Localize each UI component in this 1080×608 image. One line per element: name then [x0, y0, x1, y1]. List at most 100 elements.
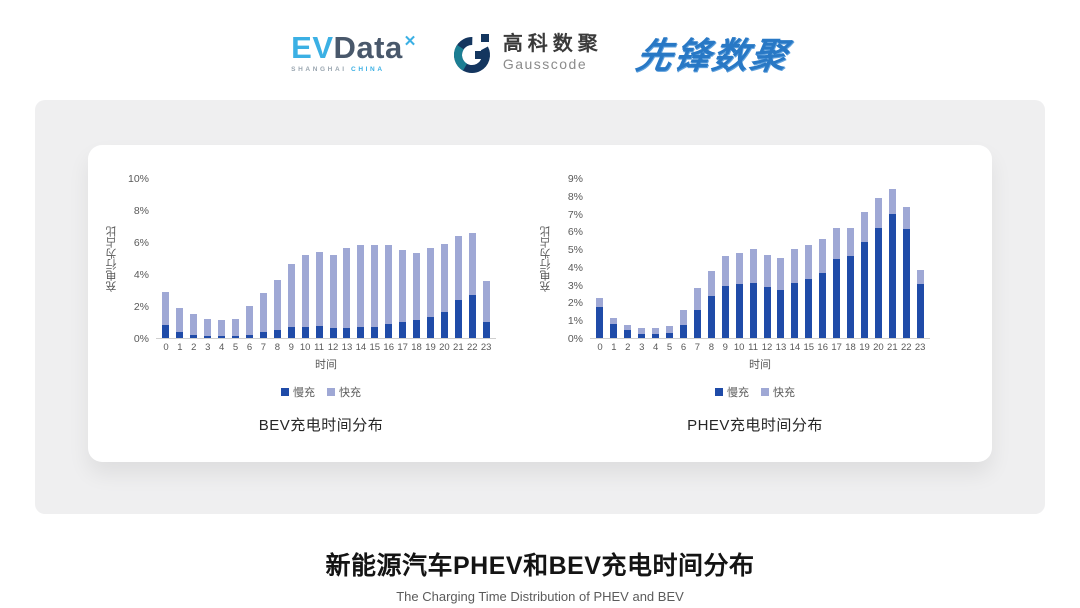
x-tick-label: 12	[761, 342, 773, 353]
bar-slot	[913, 179, 927, 338]
bar-slot	[830, 179, 844, 338]
legend-swatch	[761, 388, 769, 396]
page-title: 新能源汽车PHEV和BEV充电时间分布	[325, 552, 755, 580]
bar-segment-快充	[190, 314, 198, 335]
legend-item: 慢充	[281, 384, 315, 400]
x-tick-label: 21	[887, 342, 898, 353]
bar-segment-快充	[735, 252, 743, 284]
bar-segment-快充	[916, 269, 924, 284]
phev-chart-body: 充电行为占比 0% 1% 2% 3% 4% 5% 6% 7% 8% 9%	[538, 173, 972, 345]
y-tick-label: 8%	[567, 190, 583, 203]
x-tick-label: 17	[831, 342, 842, 353]
stacked-bar-hour-2	[624, 324, 632, 338]
x-tick-label: 13	[341, 342, 353, 353]
x-tick-label: 5	[666, 342, 673, 353]
evdata-wordmark: EVData✕	[291, 32, 416, 63]
bar-segment-慢充	[888, 213, 896, 338]
x-tick-label: 11	[748, 342, 759, 353]
bar-segment-慢充	[385, 324, 393, 338]
stacked-bar-hour-18	[847, 227, 855, 338]
evdata-data-text: Data	[333, 30, 403, 66]
bar-segment-快充	[791, 249, 799, 283]
bar-segment-快充	[301, 254, 309, 327]
bar-slot	[690, 179, 704, 338]
evdata-logo: EVData✕ SHANGHAI CHINA	[291, 32, 416, 74]
bar-slot	[844, 179, 858, 338]
bar-segment-快充	[874, 197, 882, 228]
bar-segment-慢充	[162, 325, 170, 338]
bar-segment-慢充	[777, 290, 785, 338]
bar-slot	[704, 179, 718, 338]
pioneer-logo: 先锋数聚	[632, 35, 793, 76]
bar-segment-快充	[610, 317, 618, 324]
x-tick-label: 22	[900, 342, 912, 353]
bar-slot	[788, 179, 802, 338]
stacked-bar-hour-6	[245, 306, 253, 338]
y-tick-label: 2%	[567, 297, 583, 310]
x-tick-label: 6	[680, 342, 687, 353]
bar-segment-快充	[245, 306, 253, 335]
evdata-shanghai-text: SHANGHAI	[291, 66, 347, 74]
bar-segment-快充	[273, 280, 281, 330]
bar-segment-慢充	[833, 258, 841, 338]
bar-segment-快充	[343, 248, 351, 328]
stacked-bar-hour-12	[329, 254, 337, 338]
bar-slot	[229, 179, 243, 338]
stacked-bar-hour-7	[693, 288, 701, 338]
bar-segment-快充	[218, 320, 226, 337]
bar-segment-慢充	[721, 286, 729, 338]
stacked-bar-hour-23	[916, 269, 924, 338]
bar-segment-快充	[749, 249, 757, 283]
bar-segment-慢充	[679, 324, 687, 338]
x-tick-label: 6	[246, 342, 253, 353]
phev-chart: 充电行为占比 0% 1% 2% 3% 4% 5% 6% 7% 8% 9% 0 1 2 3 4 5 6 7 8 9 10…	[538, 173, 972, 435]
legend-label: 快充	[339, 387, 361, 399]
gausscode-logo: 高科数聚 Gausscode	[450, 31, 603, 75]
x-tick-label: 16	[817, 342, 828, 353]
stacked-bar-hour-11	[315, 252, 323, 338]
stacked-bar-hour-15	[805, 244, 813, 338]
phev-y-axis-label: 充电行为占比	[540, 226, 552, 292]
bar-segment-慢充	[232, 336, 240, 338]
bar-segment-慢充	[218, 336, 226, 338]
gausscode-text: 高科数聚 Gausscode	[503, 33, 603, 72]
bar-segment-慢充	[763, 287, 771, 338]
bar-slot	[635, 179, 649, 338]
x-tick-label: 3	[639, 342, 645, 353]
logo-header: EVData✕ SHANGHAI CHINA 高科数聚 Gausscode 先锋…	[0, 0, 1080, 100]
bar-segment-慢充	[805, 279, 813, 338]
bar-segment-快充	[440, 243, 448, 312]
stacked-bar-hour-1	[610, 317, 618, 338]
stacked-bar-hour-10	[735, 252, 743, 338]
bar-slot	[479, 179, 493, 338]
bar-segment-慢充	[343, 327, 351, 338]
stacked-bar-hour-1	[176, 307, 184, 338]
bar-segment-快充	[385, 245, 393, 325]
legend-label: 快充	[773, 387, 795, 399]
bar-segment-慢充	[749, 282, 757, 338]
bar-segment-慢充	[819, 273, 827, 338]
x-tick-label: 14	[355, 342, 367, 353]
x-tick-label: 23	[914, 342, 926, 353]
bar-segment-快充	[833, 227, 841, 259]
bar-segment-慢充	[426, 317, 434, 338]
phev-y-axis-ticks: 0% 1% 2% 3% 4% 5% 6% 7% 8% 9%	[554, 173, 590, 345]
legend-swatch	[715, 388, 723, 396]
bar-segment-慢充	[874, 227, 882, 338]
bar-segment-快充	[902, 207, 910, 229]
bar-slot	[899, 179, 913, 338]
bar-segment-快充	[721, 256, 729, 287]
x-tick-label: 18	[411, 342, 422, 353]
x-tick-label: 1	[177, 342, 183, 353]
stacked-bar-hour-9	[721, 256, 729, 338]
legend-label: 慢充	[727, 387, 749, 399]
bar-segment-慢充	[902, 228, 910, 338]
evdata-ev-text: EV	[291, 30, 334, 66]
x-tick-label: 19	[425, 342, 436, 353]
bar-slot	[718, 179, 732, 338]
stacked-bar-hour-17	[399, 250, 407, 338]
bar-slot	[663, 179, 677, 338]
bar-segment-慢充	[413, 320, 421, 338]
bar-slot	[746, 179, 760, 338]
